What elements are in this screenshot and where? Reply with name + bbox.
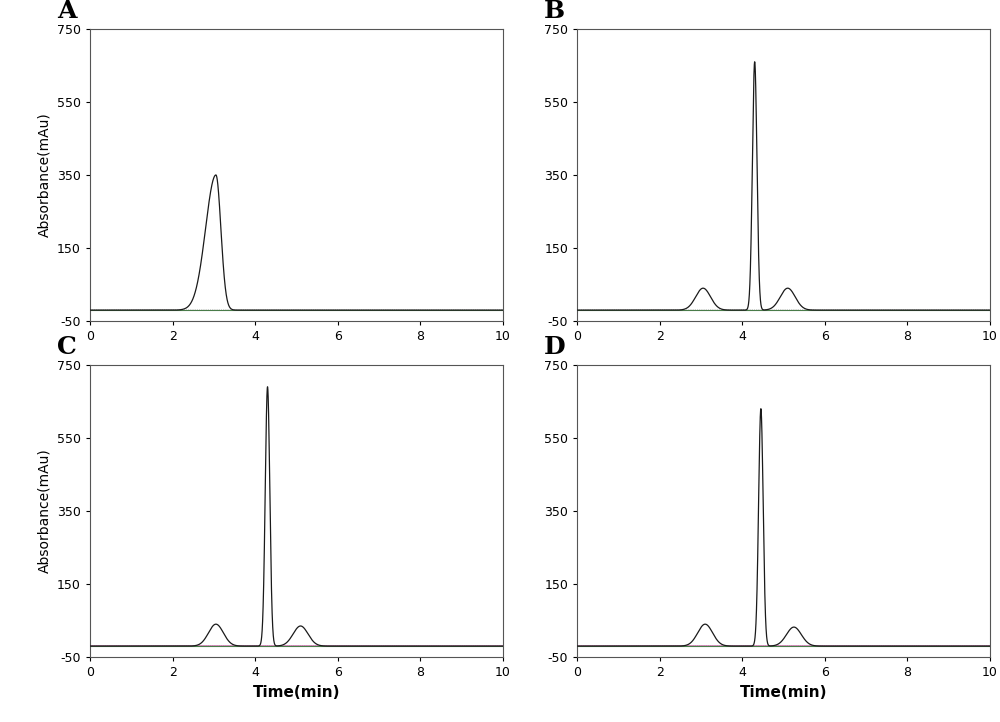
Y-axis label: Absorbance(mAu): Absorbance(mAu) — [37, 113, 51, 238]
X-axis label: Time(min): Time(min) — [740, 684, 827, 700]
Y-axis label: Absorbance(mAu): Absorbance(mAu) — [37, 448, 51, 573]
Text: B: B — [544, 0, 565, 23]
Text: D: D — [544, 335, 566, 359]
X-axis label: Time(min): Time(min) — [253, 684, 340, 700]
Text: C: C — [57, 335, 77, 359]
Text: A: A — [57, 0, 76, 23]
